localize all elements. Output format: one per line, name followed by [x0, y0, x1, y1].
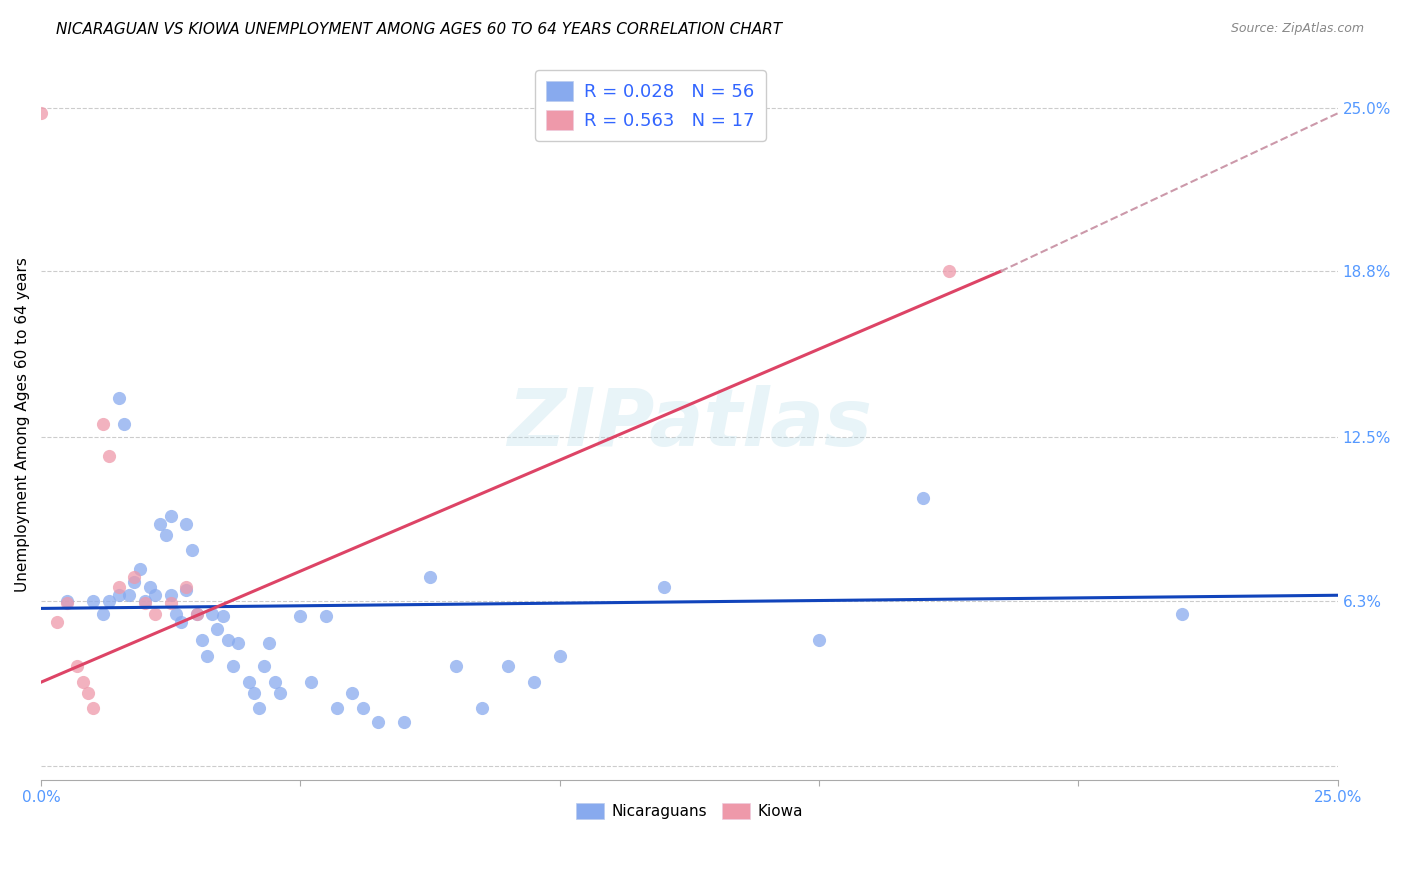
- Point: [108, 391, 131, 405]
- Point: [326, 701, 349, 715]
- Point: [159, 596, 181, 610]
- Point: [253, 659, 276, 673]
- Point: [186, 607, 208, 621]
- Point: [124, 570, 146, 584]
- Point: [108, 588, 131, 602]
- Point: [108, 580, 131, 594]
- Y-axis label: Unemployment Among Ages 60 to 64 years: Unemployment Among Ages 60 to 64 years: [15, 257, 30, 591]
- Point: [76, 686, 98, 700]
- Point: [159, 509, 181, 524]
- Point: [124, 575, 146, 590]
- Point: [808, 633, 831, 648]
- Point: [419, 570, 441, 584]
- Point: [176, 517, 198, 532]
- Point: [66, 659, 89, 673]
- Point: [149, 517, 172, 532]
- Point: [290, 609, 312, 624]
- Point: [471, 701, 494, 715]
- Point: [444, 659, 467, 673]
- Point: [222, 659, 245, 673]
- Point: [56, 596, 79, 610]
- Point: [496, 659, 519, 673]
- Point: [180, 543, 202, 558]
- Point: [186, 607, 208, 621]
- Point: [97, 593, 120, 607]
- Point: [118, 588, 141, 602]
- Point: [191, 633, 214, 648]
- Point: [1171, 607, 1194, 621]
- Point: [392, 714, 415, 729]
- Point: [195, 648, 218, 663]
- Point: [82, 701, 104, 715]
- Point: [652, 580, 675, 594]
- Point: [523, 675, 546, 690]
- Point: [30, 106, 52, 120]
- Text: Source: ZipAtlas.com: Source: ZipAtlas.com: [1230, 22, 1364, 36]
- Point: [159, 588, 181, 602]
- Point: [134, 593, 156, 607]
- Point: [207, 623, 229, 637]
- Point: [242, 686, 264, 700]
- Point: [128, 562, 150, 576]
- Point: [911, 491, 934, 505]
- Point: [269, 686, 291, 700]
- Point: [938, 264, 960, 278]
- Point: [352, 701, 374, 715]
- Text: NICARAGUAN VS KIOWA UNEMPLOYMENT AMONG AGES 60 TO 64 YEARS CORRELATION CHART: NICARAGUAN VS KIOWA UNEMPLOYMENT AMONG A…: [56, 22, 782, 37]
- Text: ZIPatlas: ZIPatlas: [508, 385, 872, 463]
- Legend: Nicaraguans, Kiowa: Nicaraguans, Kiowa: [569, 797, 808, 825]
- Point: [56, 593, 79, 607]
- Point: [143, 607, 166, 621]
- Point: [97, 449, 120, 463]
- Point: [143, 588, 166, 602]
- Point: [238, 675, 260, 690]
- Point: [93, 607, 115, 621]
- Point: [315, 609, 337, 624]
- Point: [72, 675, 94, 690]
- Point: [263, 675, 285, 690]
- Point: [226, 635, 249, 649]
- Point: [548, 648, 571, 663]
- Point: [112, 417, 135, 431]
- Point: [367, 714, 389, 729]
- Point: [139, 580, 162, 594]
- Point: [217, 633, 239, 648]
- Point: [176, 580, 198, 594]
- Point: [45, 615, 67, 629]
- Point: [134, 596, 156, 610]
- Point: [165, 607, 187, 621]
- Point: [259, 635, 281, 649]
- Point: [82, 593, 104, 607]
- Point: [299, 675, 322, 690]
- Point: [342, 686, 364, 700]
- Point: [155, 527, 177, 541]
- Point: [176, 582, 198, 597]
- Point: [170, 615, 193, 629]
- Point: [93, 417, 115, 431]
- Point: [201, 607, 224, 621]
- Point: [247, 701, 270, 715]
- Point: [211, 609, 233, 624]
